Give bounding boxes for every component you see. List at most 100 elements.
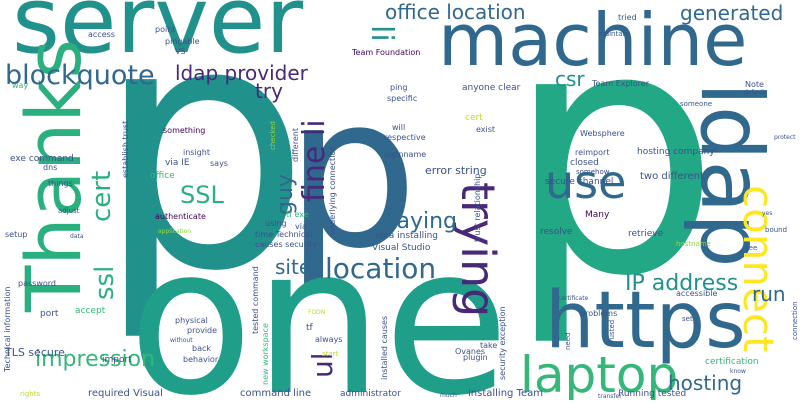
word: take: [480, 341, 497, 350]
word: way: [12, 81, 28, 90]
word: installing Team: [468, 388, 543, 399]
word: ldap provider: [175, 61, 309, 85]
word: Team Foundation: [351, 48, 420, 57]
word: retrieve: [628, 229, 664, 239]
word: specific: [387, 94, 417, 103]
word: TLS secure: [4, 346, 65, 359]
word: trust relationship: [473, 174, 482, 242]
word: required Visual: [88, 388, 163, 399]
word: one: [128, 203, 509, 400]
word: fine li: [297, 119, 332, 202]
word: maintain: [598, 30, 629, 38]
word: loginname: [384, 150, 426, 159]
word: SSL: [180, 181, 224, 209]
word: says: [210, 159, 228, 168]
word: ldap: [681, 82, 781, 268]
word: run: [752, 282, 786, 306]
word: port: [40, 309, 59, 319]
word: always: [315, 335, 342, 344]
word: hostname: [676, 240, 711, 248]
word: p: [505, 0, 721, 351]
word: plugin: [463, 353, 488, 362]
word: laptop: [520, 346, 678, 400]
word: resolve: [540, 227, 573, 237]
word: administrator: [340, 389, 401, 399]
word: connection: [791, 301, 799, 340]
word: server: [12, 0, 303, 74]
word: something: [163, 126, 205, 135]
word: tested command: [251, 266, 260, 334]
word: set: [682, 315, 693, 323]
word: things: [48, 179, 73, 188]
word: adjust: [58, 207, 80, 215]
word: p: [95, 0, 311, 346]
word: Running tested: [618, 389, 686, 399]
word: setup: [5, 230, 27, 239]
word: Many: [585, 210, 610, 220]
word: accessible: [676, 289, 717, 298]
word: use: [545, 155, 626, 209]
word: https: [545, 276, 746, 366]
word: two different: [640, 171, 704, 182]
word: transfer: [598, 393, 622, 400]
word: bound: [765, 226, 787, 234]
word: checked: [269, 121, 277, 150]
word: protect: [774, 134, 796, 141]
word: default: [744, 89, 766, 96]
word: Note: [745, 80, 764, 89]
word: know: [730, 368, 746, 375]
word: behavior: [183, 355, 219, 364]
word: Team Explorer: [591, 79, 650, 88]
word: import: [102, 355, 132, 365]
word: installed causes: [380, 316, 389, 380]
word: Websphere: [580, 129, 625, 138]
word: cert: [87, 171, 117, 222]
word: li: [364, 25, 399, 42]
word: password: [18, 279, 56, 288]
word: generated: [680, 1, 783, 25]
word: tf: [306, 323, 314, 333]
word: ul: [306, 352, 339, 378]
word: trying: [451, 182, 505, 317]
word: application: [158, 228, 191, 235]
word: Visual Studio: [372, 243, 431, 253]
word: underlying connection: [328, 146, 337, 235]
word: establish trust: [121, 121, 130, 178]
word: someone: [680, 100, 712, 108]
word: secure channel: [545, 177, 613, 187]
word: point: [155, 25, 175, 34]
word: dns: [43, 163, 57, 172]
word: somehow: [576, 168, 610, 176]
word: site: [275, 255, 311, 279]
word: pingable: [165, 37, 200, 46]
word: new workspace: [261, 323, 270, 385]
word: trusted: [608, 320, 616, 345]
word: command line: [240, 388, 311, 399]
word: using: [265, 219, 287, 228]
word: Thanks: [9, 39, 98, 313]
word: closed: [570, 158, 599, 168]
word: office location: [385, 0, 526, 24]
word: certification: [705, 357, 759, 367]
word: exe command: [10, 154, 74, 164]
word: problems: [580, 309, 617, 318]
word: different: [291, 128, 300, 162]
word: error string: [425, 164, 487, 177]
word: cert: [465, 113, 483, 123]
word: insight: [183, 148, 210, 157]
word: much: [440, 392, 457, 399]
word: provide: [187, 326, 217, 335]
word: causes security: [255, 240, 317, 249]
word: need: [564, 333, 572, 351]
word: see: [745, 244, 757, 252]
word: connect: [734, 185, 783, 352]
word: csr: [555, 67, 585, 91]
word: time Technical: [255, 230, 312, 239]
word: FODN: [308, 309, 325, 316]
word: IP address: [625, 271, 738, 296]
word: will: [392, 123, 405, 132]
word: rights: [20, 390, 40, 398]
word: reimport: [575, 148, 609, 157]
